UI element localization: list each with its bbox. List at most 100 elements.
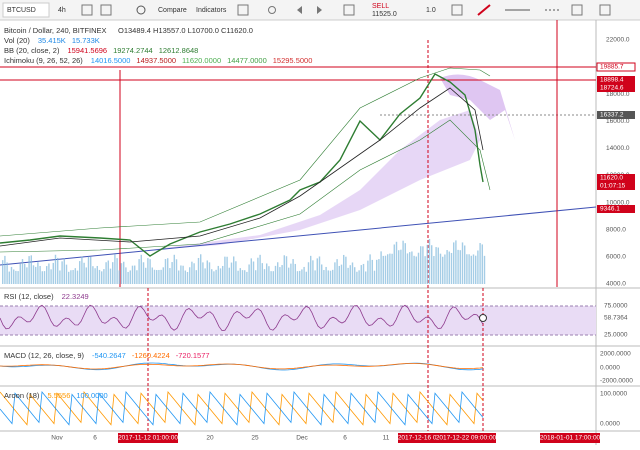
volume-bar: [114, 254, 116, 284]
interval[interactable]: 4h: [58, 7, 66, 14]
symbol-box[interactable]: [2, 2, 50, 18]
sell-label[interactable]: SELL: [372, 3, 389, 10]
volume-bar: [316, 258, 318, 284]
volume-bar: [301, 269, 303, 284]
volume-bar: [228, 267, 230, 284]
volume-bar: [391, 253, 393, 284]
volume-bar: [103, 269, 105, 284]
volume-bar: [318, 256, 321, 284]
volume-bar: [204, 268, 206, 284]
indicators-button[interactable]: Indicators: [196, 7, 227, 14]
volume-bar: [131, 265, 134, 284]
ichimoku-cloud: [440, 74, 515, 140]
volume-bar: [285, 256, 288, 284]
redo-icon[interactable]: [317, 6, 322, 14]
volume-bar: [224, 256, 226, 284]
volume-bar: [6, 262, 8, 284]
volume-bar: [237, 270, 239, 284]
compare-button[interactable]: Compare: [158, 7, 187, 14]
volume-bar: [125, 267, 127, 284]
alert-icon[interactable]: [268, 6, 276, 14]
volume-bar: [461, 242, 464, 284]
volume-bar: [417, 252, 420, 284]
drawing-icon[interactable]: [451, 4, 463, 16]
color-icon[interactable]: [477, 4, 491, 16]
volume-bar: [468, 254, 470, 284]
indicator-value: 15295.5000: [273, 56, 313, 65]
volume-bar: [41, 271, 43, 284]
sell-price[interactable]: 11525.0: [372, 11, 397, 18]
volume-bar: [444, 254, 446, 284]
templates-icon[interactable]: [237, 4, 249, 16]
volume-bar: [30, 255, 32, 284]
price-axis-label: 6000.0: [606, 254, 626, 261]
price-badge: [597, 111, 635, 119]
volume-bar: [74, 268, 76, 284]
volume-bar: [442, 256, 444, 284]
volume-bar: [94, 268, 96, 284]
volume-bar: [395, 241, 398, 284]
indicator-value: 22.3249: [62, 292, 89, 301]
symbol-title: Bitcoin / Dollar, 240, BITFINEX: [4, 26, 107, 35]
volume-bar: [65, 264, 68, 284]
volume-bar: [356, 271, 358, 284]
volume-bar: [63, 258, 65, 284]
volume-bar: [10, 266, 13, 284]
volume-bar: [325, 266, 327, 284]
aroon-down: [0, 391, 484, 426]
volume-bar: [167, 258, 169, 284]
volume-bar: [349, 265, 351, 284]
volume-bar: [459, 250, 461, 284]
price-badge-label: 16337.2: [600, 112, 624, 119]
volume-bar: [4, 255, 6, 284]
volume-bar: [470, 255, 472, 284]
volume-bar: [455, 240, 457, 284]
fullscreen-icon[interactable]: [343, 4, 355, 16]
volume-bar: [312, 260, 314, 284]
price-badge-label: 11620.0: [600, 175, 623, 182]
volume-bar: [76, 270, 79, 284]
indicator-value: 15941.5696: [67, 46, 107, 55]
volume-bar: [136, 270, 138, 284]
bollinger-upper: [0, 67, 491, 237]
price-badge: [596, 62, 636, 72]
price-badge-label: 18724.6: [600, 85, 624, 92]
volume-bar: [241, 270, 244, 284]
volume-bar: [268, 266, 270, 284]
indicator-value: 19274.2744: [113, 46, 153, 55]
volume-bar: [35, 266, 37, 284]
volume-bar: [404, 243, 406, 284]
undo-icon[interactable]: [297, 6, 302, 14]
volume-bar: [477, 250, 479, 284]
volume-bar: [169, 268, 171, 284]
volume-bar: [435, 247, 437, 284]
volume-bar: [87, 256, 90, 284]
volume-bar: [85, 267, 87, 284]
volume-bar: [464, 245, 466, 284]
time-axis-label: 20: [206, 435, 214, 442]
volume-bar: [263, 269, 266, 284]
volume-bar: [68, 271, 70, 284]
crosshair-dot: [479, 314, 487, 322]
indicator-value: -1260.4224: [132, 351, 170, 360]
ohlc: O13489.4 H13557.0 L10700.0 C11620.0: [118, 26, 253, 35]
bar-style-icon[interactable]: [81, 4, 93, 16]
panes: [0, 20, 640, 445]
time-axis-label: 11: [383, 435, 390, 442]
chart-type-icon[interactable]: [100, 4, 112, 16]
volume-bar: [351, 262, 354, 284]
volume-bar: [153, 269, 156, 284]
price-axis-label: 10000.0: [606, 199, 630, 206]
volume-bar: [79, 261, 81, 284]
volume-bar: [2, 260, 4, 284]
volume-bar: [373, 270, 376, 284]
lock-icon[interactable]: [571, 4, 583, 16]
volume-bar: [358, 270, 360, 284]
volume-bar: [72, 270, 74, 284]
trash-icon[interactable]: [599, 4, 611, 16]
indicator-value: 100.0000: [76, 391, 107, 400]
settings-icon[interactable]: [136, 5, 146, 15]
volume-bar: [483, 255, 486, 284]
volume-bar: [283, 255, 285, 284]
time-axis-label: Nov: [51, 435, 63, 442]
